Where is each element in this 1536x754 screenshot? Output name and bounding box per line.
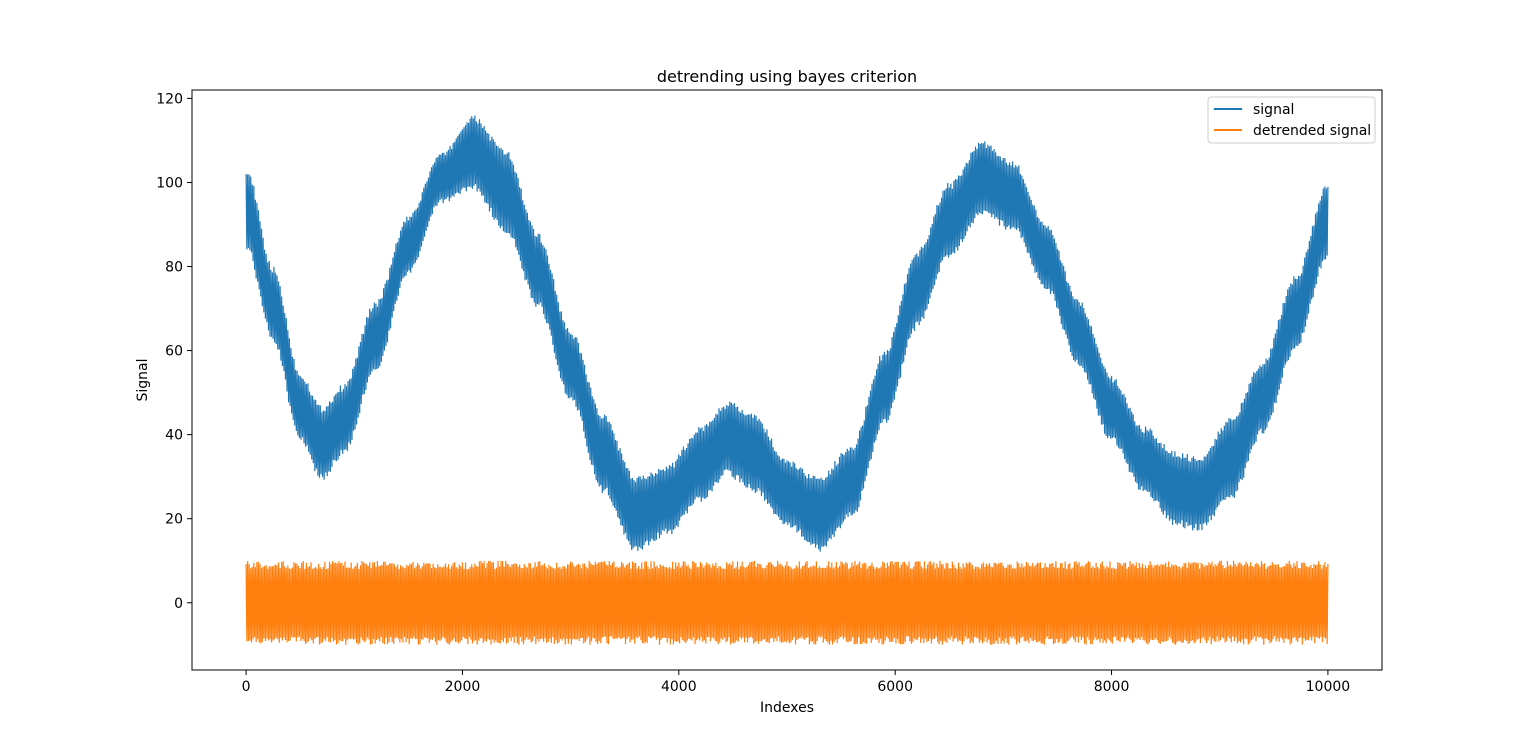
legend: signal detrended signal <box>1207 96 1376 144</box>
y-axis: 0 20 40 60 80 100 120 <box>156 91 192 612</box>
plot-area <box>245 115 1329 645</box>
x-tick-label: 2000 <box>445 679 481 695</box>
chart-title: detrending using bayes criterion <box>657 67 917 86</box>
y-tick-label: 80 <box>165 260 183 276</box>
plot-frame <box>191 89 1383 671</box>
y-tick-label: 20 <box>165 512 183 528</box>
y-tick-label: 40 <box>165 428 183 444</box>
x-tick-label: 4000 <box>661 679 697 695</box>
x-tick-label: 0 <box>242 679 251 695</box>
x-tick-label: 8000 <box>1094 679 1130 695</box>
y-tick-label: 60 <box>165 344 183 360</box>
series-line-detrended-signal <box>245 560 1329 645</box>
y-tick-label: 0 <box>174 596 183 612</box>
x-tick-label: 6000 <box>877 679 913 695</box>
x-axis-label: Indexes <box>760 700 814 716</box>
legend-box <box>1207 96 1376 144</box>
y-tick-label: 120 <box>156 91 183 107</box>
legend-label-detrended-signal: detrended signal <box>1253 123 1371 139</box>
y-axis-label: Signal <box>135 358 151 401</box>
legend-label-signal: signal <box>1253 102 1294 118</box>
y-tick-label: 100 <box>156 175 183 191</box>
x-tick-label: 10000 <box>1306 679 1351 695</box>
x-axis: 0 2000 4000 6000 8000 10000 <box>242 670 1351 695</box>
series-line-signal <box>245 115 1329 552</box>
